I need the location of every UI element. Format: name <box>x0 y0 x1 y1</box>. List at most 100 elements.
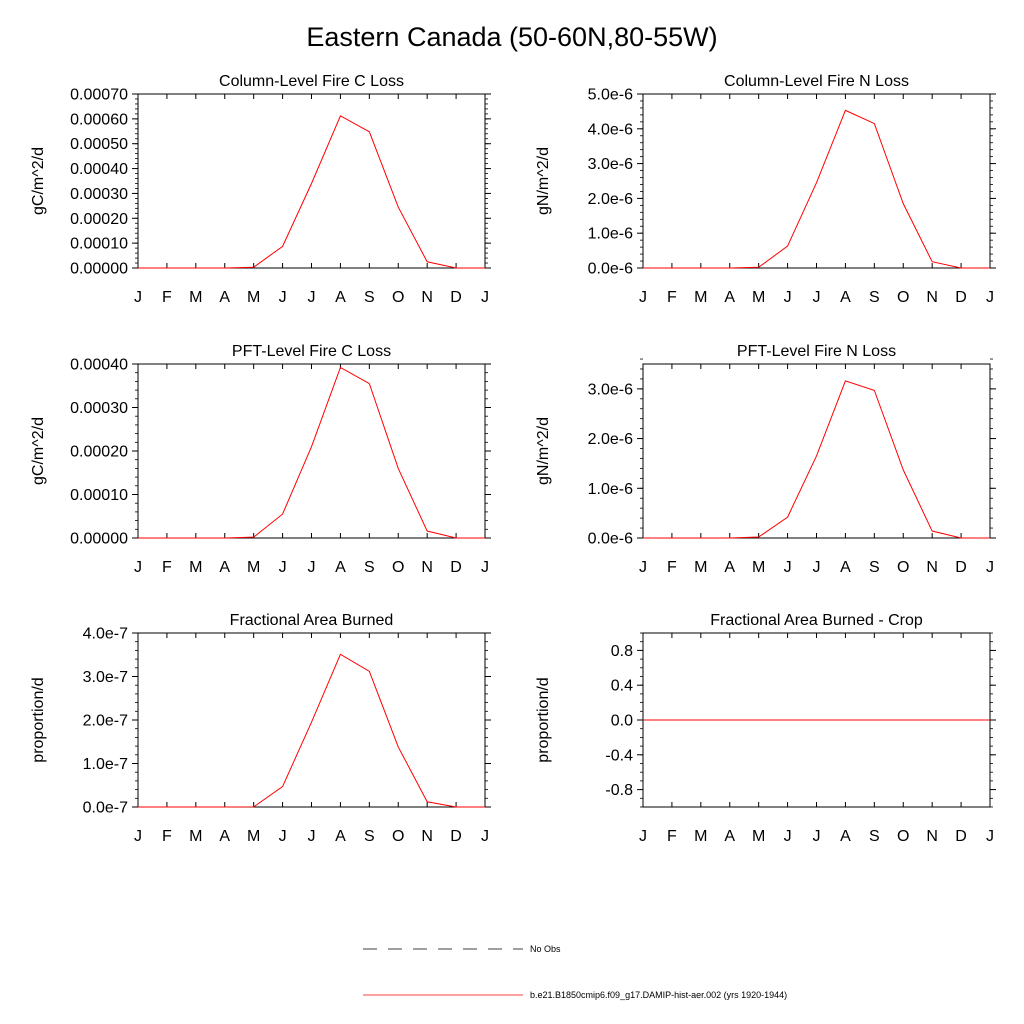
x-tick-label: D <box>450 559 462 576</box>
x-tick-label: J <box>639 559 647 576</box>
y-tick-label: 0.0e-6 <box>588 261 633 278</box>
x-tick-label: O <box>392 559 404 576</box>
x-tick-label: J <box>784 559 792 576</box>
x-tick-label: M <box>247 559 260 576</box>
x-tick-label: F <box>162 559 172 576</box>
x-tick-label: A <box>335 828 346 845</box>
x-tick-label: A <box>219 289 230 306</box>
x-tick-label: J <box>308 828 316 845</box>
y-tick-label: 0.00000 <box>70 531 128 548</box>
plot-frame <box>642 363 991 539</box>
y-tick-label: 4.0e-7 <box>83 626 128 643</box>
y-axis-label: gC/m^2/d <box>30 147 47 215</box>
x-tick-label: J <box>308 289 316 306</box>
y-axis-label: gN/m^2/d <box>535 417 552 485</box>
y-tick-label: 0.0 <box>611 713 633 730</box>
plot-frame <box>642 93 991 269</box>
y-tick-label: 0.00010 <box>70 487 128 504</box>
x-tick-label: J <box>813 559 821 576</box>
y-tick-label: 1.0e-6 <box>588 481 633 498</box>
y-tick-label: 3.0e-6 <box>588 381 633 398</box>
series-line <box>138 653 485 808</box>
x-tick-label: J <box>279 828 287 845</box>
x-tick-label: A <box>724 289 735 306</box>
x-tick-label: F <box>162 828 172 845</box>
x-tick-label: J <box>279 559 287 576</box>
y-axis-label: proportion/d <box>535 677 552 762</box>
x-tick-label: M <box>189 289 202 306</box>
x-tick-label: M <box>247 828 260 845</box>
y-tick-label: 2.0e-6 <box>588 191 633 208</box>
x-tick-label: J <box>986 559 994 576</box>
x-tick-label: A <box>724 559 735 576</box>
x-tick-label: F <box>667 289 677 306</box>
x-tick-label: D <box>955 289 967 306</box>
y-tick-label: 3.0e-6 <box>588 156 633 173</box>
panel-title: PFT-Level Fire N Loss <box>737 343 896 360</box>
panel-6: Fractional Area Burned - Crop proportion/… <box>535 612 996 845</box>
figure-title: Eastern Canada (50-60N,80-55W) <box>306 22 718 52</box>
x-tick-label: M <box>189 828 202 845</box>
x-tick-label: J <box>134 559 142 576</box>
x-tick-label: S <box>869 828 880 845</box>
x-tick-label: A <box>219 828 230 845</box>
y-tick-label: 1.0e-7 <box>83 756 128 773</box>
x-tick-label: M <box>752 559 765 576</box>
y-axis-label: gC/m^2/d <box>30 417 47 485</box>
y-tick-label: 4.0e-6 <box>588 121 633 138</box>
x-tick-label: F <box>162 289 172 306</box>
panel-title: PFT-Level Fire C Loss <box>232 343 391 360</box>
plot-frame <box>137 93 486 269</box>
x-tick-label: J <box>986 828 994 845</box>
legend-no-obs-label: No Obs <box>530 944 561 954</box>
x-tick-label: O <box>897 828 909 845</box>
y-tick-label: 0.00040 <box>70 357 128 374</box>
x-tick-label: N <box>926 559 938 576</box>
x-tick-label: J <box>784 289 792 306</box>
x-tick-label: A <box>724 828 735 845</box>
y-tick-label: 0.00060 <box>70 111 128 128</box>
series-line <box>138 366 485 539</box>
y-tick-label: 0.4 <box>611 678 633 695</box>
y-tick-label: 0.00010 <box>70 236 128 253</box>
x-tick-label: D <box>955 828 967 845</box>
x-tick-label: J <box>481 289 489 306</box>
legend-model-label: b.e21.B1850cmip6.f09_g17.DAMIP-hist-aer.… <box>530 990 788 1000</box>
series-line <box>138 115 485 269</box>
y-tick-label: 5.0e-6 <box>588 87 633 104</box>
x-tick-label: J <box>784 828 792 845</box>
x-tick-label: J <box>986 289 994 306</box>
x-tick-label: J <box>481 559 489 576</box>
series-line <box>643 109 990 269</box>
legend-no-obs-line <box>363 948 523 950</box>
plot-frame <box>137 632 486 808</box>
panel-title: Fractional Area Burned - Crop <box>710 612 923 629</box>
x-tick-label: J <box>308 559 316 576</box>
x-tick-label: M <box>694 289 707 306</box>
y-tick-label: 3.0e-7 <box>83 669 128 686</box>
y-axis-label: gN/m^2/d <box>535 147 552 215</box>
y-axis-label: proportion/d <box>30 677 47 762</box>
y-tick-label: 1.0e-6 <box>588 226 633 243</box>
x-tick-label: N <box>926 289 938 306</box>
y-tick-label: 0.8 <box>611 643 633 660</box>
x-tick-label: J <box>279 289 287 306</box>
x-tick-label: J <box>813 828 821 845</box>
y-tick-label: 0.00030 <box>70 186 128 203</box>
x-tick-label: J <box>134 828 142 845</box>
y-tick-label: 0.0e-6 <box>588 531 633 548</box>
y-tick-label: 0.00070 <box>70 87 128 104</box>
panel-title: Column-Level Fire C Loss <box>219 73 404 90</box>
x-tick-label: O <box>392 828 404 845</box>
x-tick-label: J <box>639 289 647 306</box>
x-tick-label: F <box>667 559 677 576</box>
x-tick-label: D <box>450 828 462 845</box>
x-tick-label: N <box>421 289 433 306</box>
x-tick-label: J <box>813 289 821 306</box>
